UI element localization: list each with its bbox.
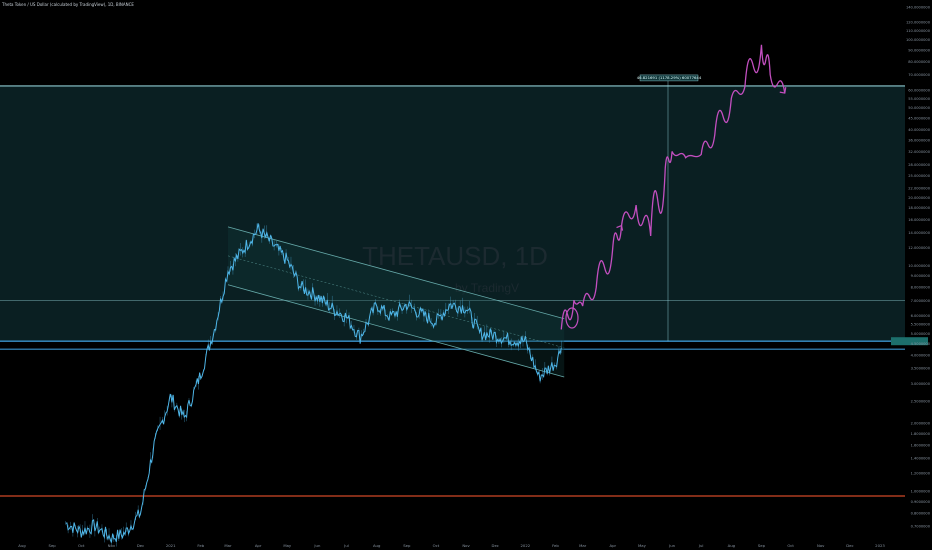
x-tick-label: Feb	[552, 543, 559, 548]
y-tick-label: 1.8000000	[911, 432, 931, 436]
x-tick-label: Nov	[462, 543, 470, 548]
y-tick-label: 16.0000000	[908, 218, 930, 222]
x-tick-label: Apr	[609, 543, 616, 548]
current-price-tag	[891, 337, 928, 346]
x-tick-label: Jun	[313, 543, 321, 548]
watermark-symbol: THETAUSD, 1D	[362, 241, 548, 271]
x-tick-label: Nov	[108, 543, 116, 548]
y-tick-label: 80.0000000	[908, 60, 930, 64]
y-tick-label: 1.2000000	[911, 472, 931, 476]
projection-arrow-2	[779, 87, 787, 94]
y-tick-label: 36.0000000	[908, 138, 930, 142]
price-line	[65, 223, 562, 543]
y-tick-label: 9.0000000	[911, 274, 931, 278]
y-tick-label: 6.0000000	[911, 314, 931, 318]
x-tick-label: Jul	[343, 543, 349, 548]
x-tick-label: Sep	[49, 543, 57, 548]
x-tick-label: Apr	[255, 543, 262, 548]
target-zone	[0, 85, 905, 342]
y-tick-label: 1.4000000	[911, 456, 931, 460]
measure-label: 46.821691 (1178.29%) 60077644	[637, 75, 702, 80]
x-tick-label: Sep	[758, 543, 766, 548]
x-tick-label: 2021	[166, 543, 176, 548]
channel-lower	[227, 284, 565, 378]
x-tick-label: Dec	[846, 543, 853, 548]
y-tick-label: 20.0000000	[908, 196, 930, 200]
x-tick-label: Oct	[433, 543, 440, 548]
channel-fill	[227, 226, 565, 377]
x-tick-label: May	[283, 543, 292, 548]
y-tick-label: 18.0000000	[908, 206, 930, 210]
y-tick-label: 45.0000000	[908, 116, 930, 120]
x-tick-label: Aug	[728, 543, 736, 548]
x-tick-label: Sep	[403, 543, 411, 548]
x-tick-label: Jul	[698, 543, 704, 548]
y-tick-label: 2.5000000	[911, 400, 931, 404]
y-tick-label: 40.0000000	[908, 128, 930, 132]
y-tick-label: 120.0000000	[906, 20, 931, 24]
x-tick-label: Oct	[787, 543, 794, 548]
y-tick-label: 70.0000000	[908, 73, 930, 77]
x-tick-label: Dec	[137, 543, 144, 548]
y-tick-label: 0.9000000	[911, 500, 931, 504]
x-tick-label: Aug	[18, 543, 26, 548]
projection-circle	[565, 307, 579, 329]
x-tick-label: Oct	[78, 543, 85, 548]
projection-path	[560, 44, 786, 330]
y-tick-label: 50.0000000	[908, 106, 930, 110]
y-tick-label: 14.0000000	[908, 231, 930, 235]
x-tick-label: 2022	[520, 543, 530, 548]
y-tick-label: 100.0000000	[906, 38, 931, 42]
channel-upper	[227, 226, 565, 320]
x-tick-label: Jun	[668, 543, 676, 548]
y-tick-label: 2.0000000	[911, 422, 931, 426]
y-tick-label: 8.0000000	[911, 286, 931, 290]
x-tick-label: Dec	[492, 543, 499, 548]
x-tick-label: Feb	[197, 543, 204, 548]
y-tick-label: 1.0000000	[911, 489, 931, 493]
y-tick-label: 22.0000000	[908, 187, 930, 191]
y-tick-label: 3.0000000	[911, 382, 931, 386]
x-tick-label: Mar	[579, 543, 587, 548]
watermark-sub: by TradingV	[455, 281, 519, 295]
y-tick-label: 5.5000000	[911, 322, 931, 326]
y-tick-label: 140.0000000	[906, 5, 931, 9]
x-tick-label: Nov	[817, 543, 825, 548]
y-tick-label: 4.5000000	[911, 342, 931, 346]
x-tick-label: Aug	[373, 543, 381, 548]
y-tick-label: 25.0000000	[908, 174, 930, 178]
y-tick-label: 0.7000000	[911, 524, 931, 528]
y-tick-label: 0.8000000	[911, 511, 931, 515]
y-tick-label: 12.0000000	[908, 246, 930, 250]
x-tick-label: 2023	[875, 543, 885, 548]
y-tick-label: 7.0000000	[911, 299, 931, 303]
measure-label-bg	[639, 74, 699, 82]
y-tick-label: 4.0000000	[911, 354, 931, 358]
y-tick-label: 28.0000000	[908, 163, 930, 167]
y-tick-label: 90.0000000	[908, 49, 930, 53]
y-tick-label: 55.0000000	[908, 97, 930, 101]
chart-header: Theta Token / US Dollar (calculated by T…	[2, 2, 134, 7]
y-tick-label: 5.0000000	[911, 332, 931, 336]
x-tick-label: Mar	[224, 543, 232, 548]
y-tick-label: 60.0000000	[908, 88, 930, 92]
y-tick-label: 3.5000000	[911, 367, 931, 371]
projection-arrow-1	[616, 224, 624, 231]
y-tick-label: 1.6000000	[911, 443, 931, 447]
y-tick-label: 10.0000000	[908, 264, 930, 268]
x-tick-label: May	[638, 543, 647, 548]
level-tag-3	[878, 497, 904, 502]
y-tick-label: 110.0000000	[906, 29, 931, 33]
y-tick-label: 32.0000000	[908, 150, 930, 154]
